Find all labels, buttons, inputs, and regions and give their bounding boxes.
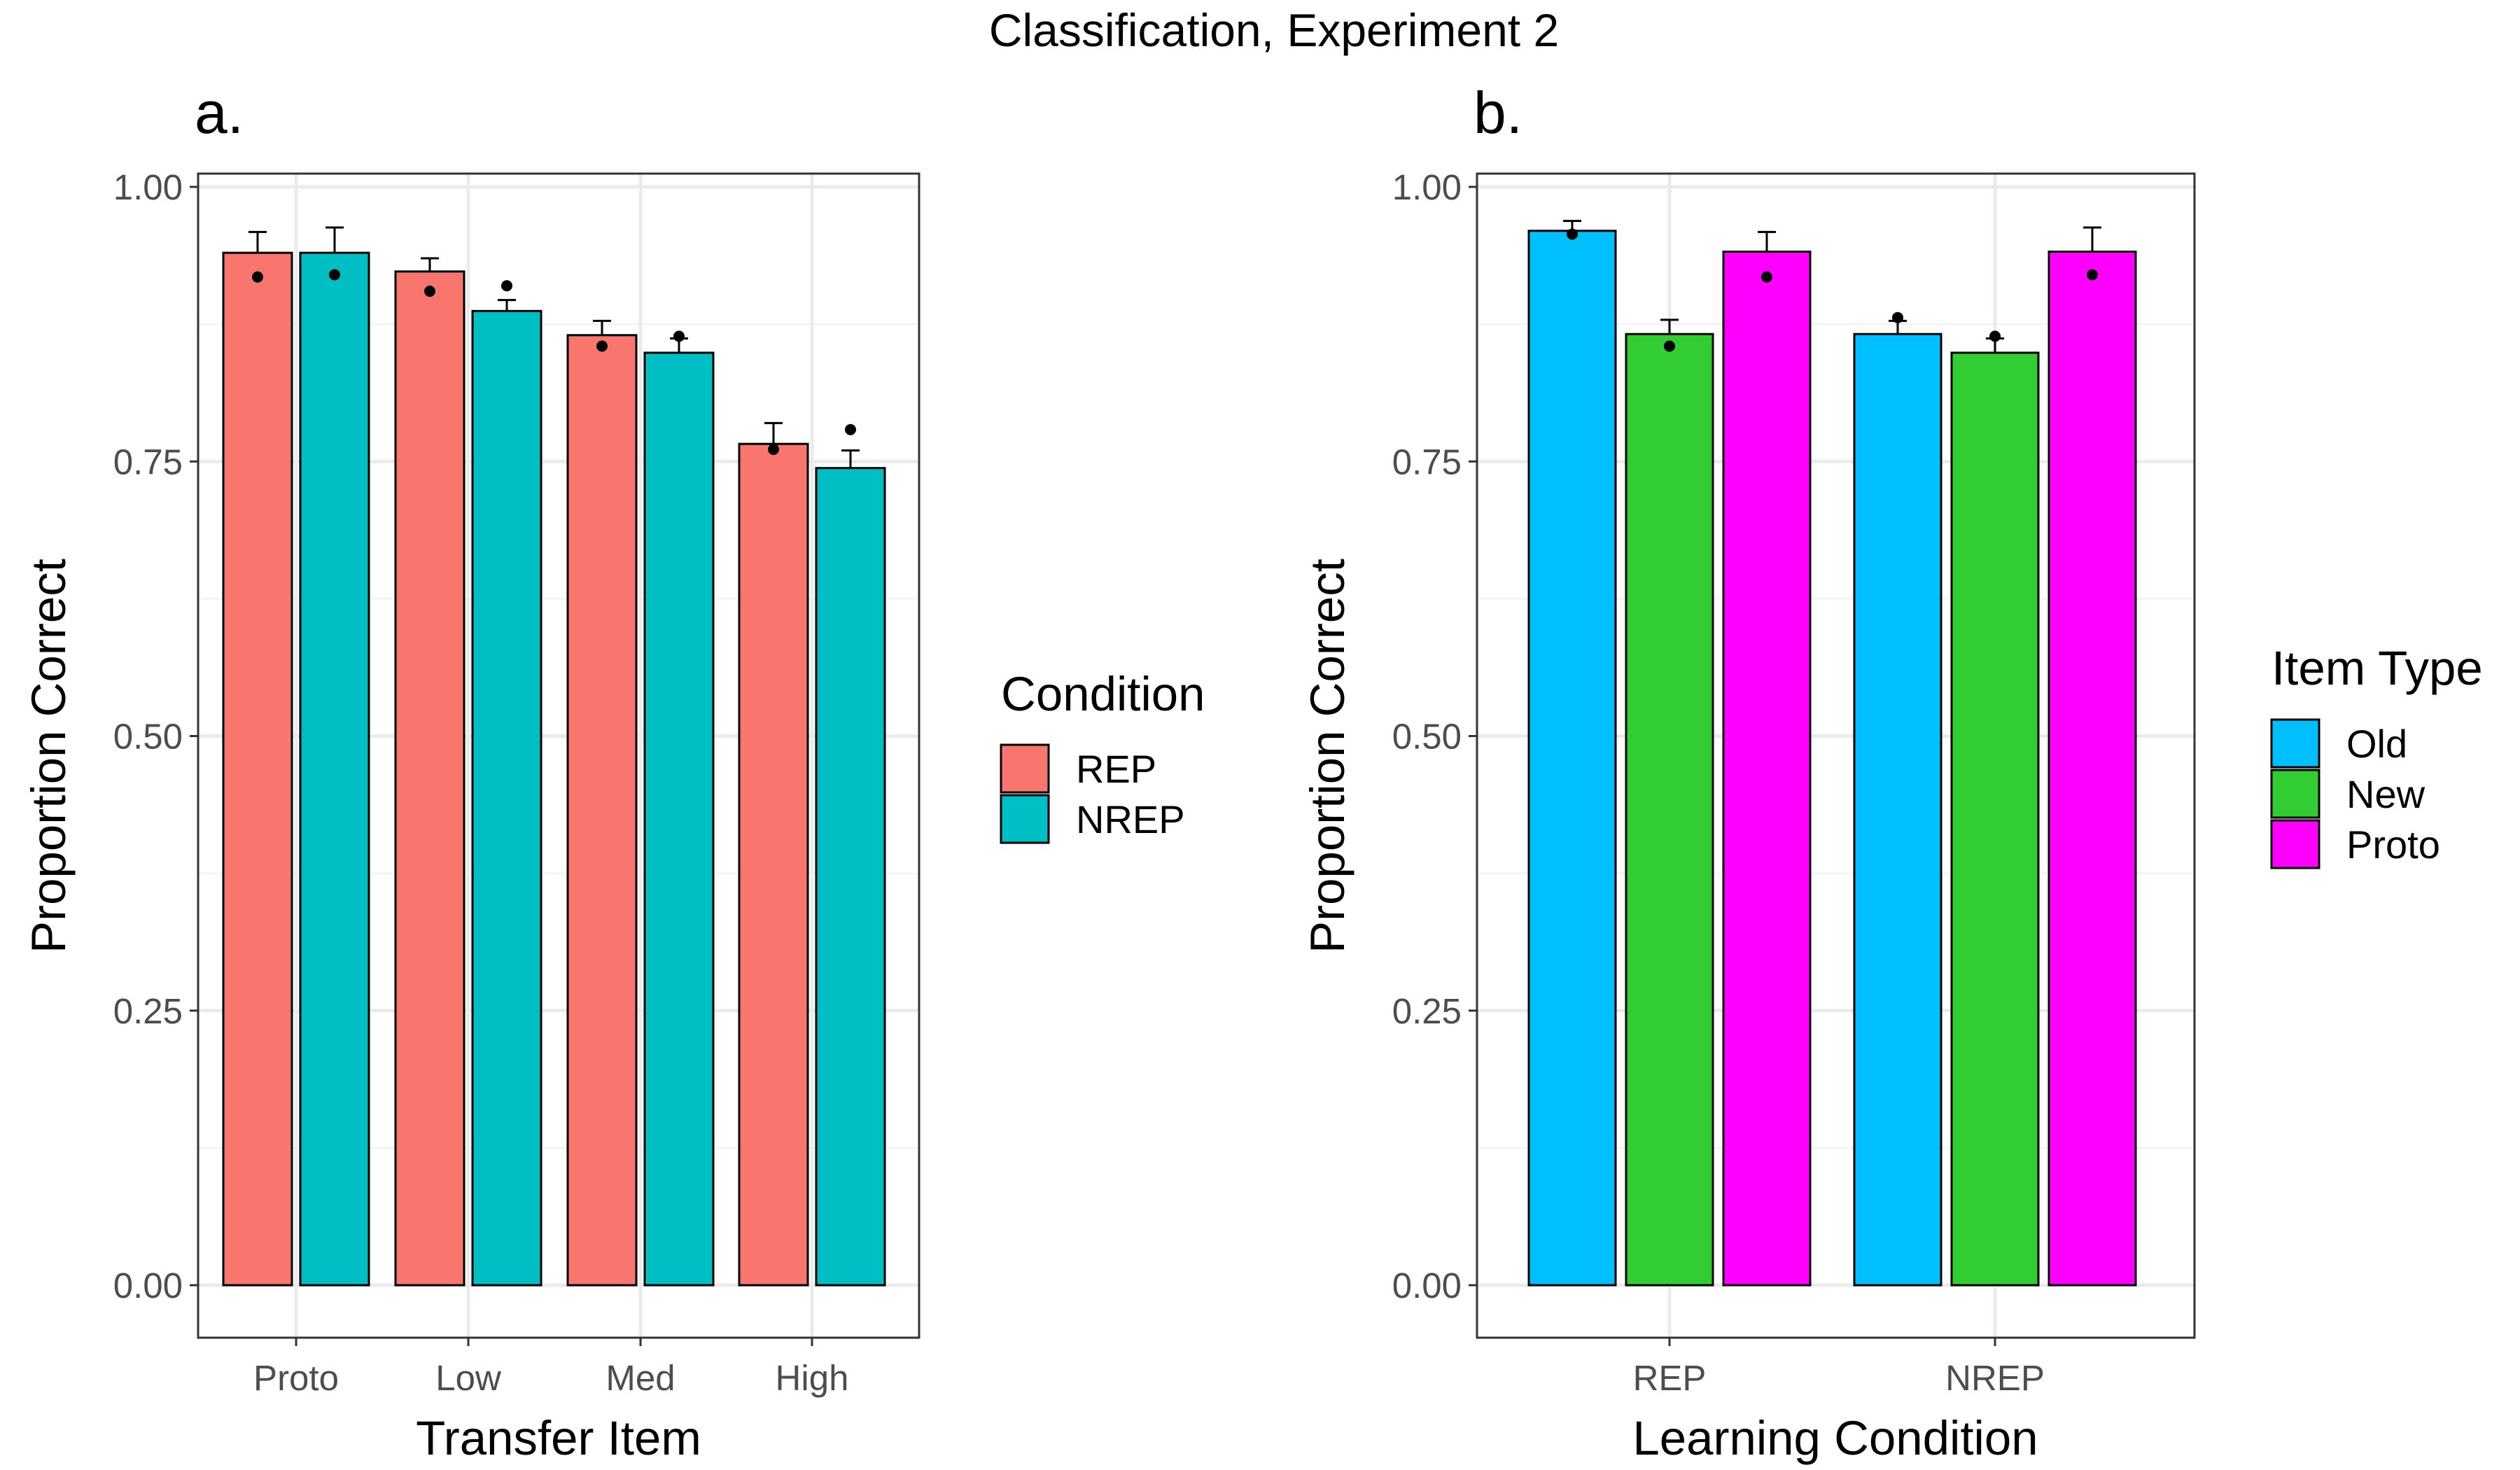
error-bar (841, 449, 860, 468)
y-tick-label: 0.50 (113, 717, 183, 757)
panel-a-legend: Condition REP NREP (1000, 667, 1205, 844)
bar (815, 467, 886, 1287)
legend-key (2270, 718, 2320, 769)
panel-b-border (1476, 172, 2196, 1339)
bar (566, 334, 638, 1287)
legend-label: Proto (2346, 822, 2440, 867)
panel-b-legend-title: Item Type (2272, 641, 2483, 695)
legend-key (1000, 794, 1050, 844)
panel-b-label: b. (1474, 80, 1522, 146)
x-tick-label: NREP (1945, 1358, 2045, 1398)
bar (299, 251, 370, 1287)
data-point (501, 280, 512, 292)
y-tick-label: 1.00 (1392, 167, 1462, 207)
data-point (424, 286, 435, 298)
legend-label: NREP (1076, 797, 1185, 841)
data-point (673, 330, 685, 342)
panel-b-bars (1527, 220, 2137, 1287)
figure-title: Classification, Experiment 2 (989, 4, 1559, 56)
error-bar (498, 299, 516, 312)
bar (643, 351, 715, 1287)
bar (471, 309, 542, 1287)
data-point (596, 340, 608, 352)
bar (1625, 332, 1714, 1287)
bar (1950, 351, 2040, 1287)
y-tick-label: 1.00 (113, 167, 183, 207)
x-tick-label: REP (1633, 1358, 1707, 1398)
error-bar (764, 421, 783, 444)
legend-key (2270, 769, 2320, 819)
y-tick-label: 0.00 (113, 1266, 183, 1306)
panel-a-border (197, 172, 920, 1339)
error-bar (2083, 226, 2101, 252)
data-point (1761, 271, 1772, 283)
legend-label: New (2346, 772, 2426, 816)
bar (222, 251, 293, 1287)
error-bar (593, 319, 611, 335)
panel-b-x-axis-title: Learning Condition (1632, 1411, 2038, 1465)
bar (1853, 332, 1942, 1287)
y-tick-label: 0.50 (1392, 717, 1462, 757)
error-bar (248, 230, 267, 253)
data-point (329, 269, 340, 281)
panel-b-legend: Item Type Old New Proto (2270, 641, 2483, 869)
legend-key (1000, 743, 1050, 794)
data-point (1567, 228, 1578, 240)
data-point (1989, 330, 2001, 342)
bar (1527, 230, 1617, 1287)
x-tick-label: High (776, 1358, 849, 1398)
panel-b-axes: 0.00 0.25 0.50 0.75 1.00 REP NREP (1392, 167, 2045, 1398)
legend-label: REP (1076, 747, 1156, 791)
error-bar (1660, 318, 1679, 335)
panel-b-y-axis-title: Proportion Correct (1301, 559, 1354, 953)
panel-a-axes: 0.00 0.25 0.50 0.75 1.00 Proto Low Med High (113, 167, 849, 1398)
x-tick-label: Proto (253, 1358, 339, 1398)
x-tick-label: Low (435, 1358, 501, 1398)
error-bar (1758, 230, 1776, 252)
data-point (768, 443, 779, 455)
error-bar (326, 226, 344, 253)
data-point (252, 271, 263, 283)
legend-label: Old (2346, 722, 2407, 766)
bar (738, 442, 809, 1287)
panel-a-y-axis-title: Proportion Correct (22, 559, 76, 953)
panel-a-bars (222, 226, 886, 1287)
panel-a-x-axis-title: Transfer Item (416, 1411, 701, 1465)
x-tick-label: Med (606, 1358, 675, 1398)
panel-a-legend-title: Condition (1001, 667, 1205, 721)
panel-b: b. 0.00 0.25 0.50 0.75 1.00 REP NREP Learning … (1301, 80, 2483, 1465)
y-tick-label: 0.25 (113, 991, 183, 1031)
bar (394, 270, 465, 1287)
y-tick-label: 0.75 (1392, 442, 1462, 482)
bar (1722, 251, 1812, 1287)
y-tick-label: 0.25 (1392, 991, 1462, 1031)
data-point (1892, 312, 1903, 323)
panel-a: a. 0.00 0.25 0.50 0.75 1.00 Proto Low Med High T… (22, 80, 1205, 1465)
y-tick-label: 0.75 (113, 442, 183, 482)
bar (2047, 251, 2137, 1287)
error-bar (421, 257, 439, 272)
panel-a-label: a. (195, 80, 244, 146)
data-point (2087, 269, 2098, 281)
legend-key (2270, 819, 2320, 869)
data-point (845, 424, 856, 435)
y-tick-label: 0.00 (1392, 1266, 1462, 1306)
data-point (1664, 340, 1675, 352)
